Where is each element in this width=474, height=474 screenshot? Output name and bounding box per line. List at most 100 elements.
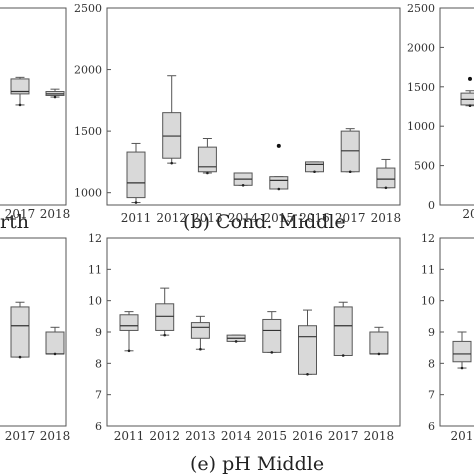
- y-tick-label: 11: [88, 263, 102, 276]
- iqr-box: [162, 112, 182, 159]
- box-2017: [10, 76, 30, 107]
- y-tick-label: 7: [95, 389, 102, 402]
- y-tick-label: 1000: [407, 120, 435, 133]
- iqr-box: [298, 325, 317, 375]
- iqr-box: [340, 130, 360, 173]
- y-tick-label: 8: [428, 357, 435, 370]
- y-tick-label: 6: [428, 420, 435, 433]
- y-tick-label: 1500: [407, 81, 435, 94]
- iqr-box: [333, 306, 353, 356]
- iqr-box: [452, 340, 472, 363]
- plot-frame: [439, 237, 474, 427]
- x-tick-label: 2014: [221, 429, 252, 443]
- y-tick-label: 1000: [74, 187, 102, 200]
- x-tick-label: 2013: [185, 429, 216, 443]
- x-tick-label: 2015: [257, 429, 288, 443]
- caption-cond-north: rth: [0, 211, 29, 233]
- min-dot: [460, 366, 464, 370]
- box-20: [460, 76, 474, 108]
- box-2018: [45, 326, 65, 356]
- min-dot: [313, 170, 316, 174]
- y-tick-label: 0: [428, 199, 435, 212]
- y-tick-label: 10: [88, 295, 102, 308]
- y-tick-label: 1500: [74, 125, 102, 138]
- chart-ph-middle: 6 7 8 9 10 11 12 2011 2012 2013 2014 2015 2016 2017 20…: [88, 232, 401, 443]
- y-tick-label: 2500: [74, 2, 102, 15]
- x-tick-label: 2013: [192, 211, 223, 225]
- plot-frame: [106, 237, 401, 427]
- box-2013: [190, 315, 210, 351]
- y-tick-label: 7: [428, 389, 435, 402]
- box-2017: [10, 301, 30, 359]
- x-tick-label: 201: [451, 429, 474, 443]
- box-2018: [45, 88, 65, 99]
- min-dot: [468, 104, 472, 108]
- x-tick-label: 2016: [299, 211, 330, 225]
- plot-frame: [439, 7, 474, 206]
- x-tick-label: 2018: [364, 429, 395, 443]
- box-2011: [119, 311, 139, 353]
- y-tick-label: 9: [428, 326, 435, 339]
- plot-frame: [0, 237, 67, 427]
- y-tick-label: 9: [95, 326, 102, 339]
- y-tick-label: 2000: [407, 41, 435, 54]
- box-2016: [305, 161, 324, 174]
- min-dot: [384, 186, 388, 190]
- plot-frame: [106, 7, 401, 206]
- iqr-box: [305, 161, 324, 173]
- min-dot: [199, 347, 202, 351]
- min-dot: [341, 354, 345, 357]
- x-tick-label: 2017: [5, 207, 36, 221]
- x-tick-label: 2017: [328, 429, 359, 443]
- x-tick-label: 2012: [156, 211, 187, 225]
- min-dot: [53, 352, 57, 356]
- min-dot: [348, 170, 352, 174]
- x-tick-label: 2017: [335, 211, 366, 225]
- iqr-box: [262, 318, 282, 353]
- box-2014: [233, 172, 253, 187]
- outlier-point: [276, 143, 281, 148]
- chart-cond-middle: 1000 1500 2000 2500 2011 2012 2013 2014 2015 2016…: [74, 2, 401, 225]
- box-2017: [333, 301, 353, 357]
- y-tick-label: 11: [421, 263, 435, 276]
- chart-cond-south: 0 500 1000 1500 2000 2500 20: [407, 2, 474, 221]
- caption-ph-middle: (e) pH Middle: [190, 453, 324, 474]
- x-tick-label: 2014: [228, 211, 259, 225]
- iqr-box: [369, 331, 389, 355]
- min-dot: [306, 373, 309, 376]
- iqr-box: [45, 331, 65, 355]
- chart-ph-south: 6 7 8 9 10 11 12 201: [421, 232, 474, 443]
- min-dot: [53, 95, 57, 99]
- x-tick-label: 20: [462, 207, 474, 221]
- box-201: [452, 331, 472, 370]
- iqr-box: [190, 322, 210, 339]
- y-tick-label: 6: [95, 420, 102, 433]
- iqr-box: [119, 314, 139, 331]
- min-dot: [270, 351, 274, 354]
- box-2012: [155, 287, 175, 337]
- min-dot: [18, 103, 22, 107]
- min-dot: [127, 349, 131, 353]
- iqr-box: [126, 151, 146, 199]
- min-dot: [170, 161, 173, 165]
- outlier-point: [468, 76, 472, 81]
- y-tick-label: 2500: [407, 2, 435, 15]
- box-2012: [162, 75, 182, 165]
- box-2016: [298, 309, 317, 376]
- min-dot: [234, 340, 238, 343]
- iqr-box: [269, 176, 289, 190]
- box-2015: [262, 311, 282, 354]
- min-dot: [163, 333, 166, 337]
- x-tick-label: 2012: [149, 429, 180, 443]
- box-2011: [126, 142, 146, 204]
- iqr-box: [155, 303, 175, 331]
- y-tick-label: 12: [88, 232, 102, 245]
- iqr-box: [197, 146, 217, 173]
- box-2018: [376, 158, 396, 190]
- min-dot: [277, 187, 281, 191]
- min-dot: [206, 171, 209, 175]
- y-tick-label: 500: [414, 160, 435, 173]
- x-tick-label: 2011: [121, 211, 152, 225]
- x-tick-label: 2018: [371, 211, 402, 225]
